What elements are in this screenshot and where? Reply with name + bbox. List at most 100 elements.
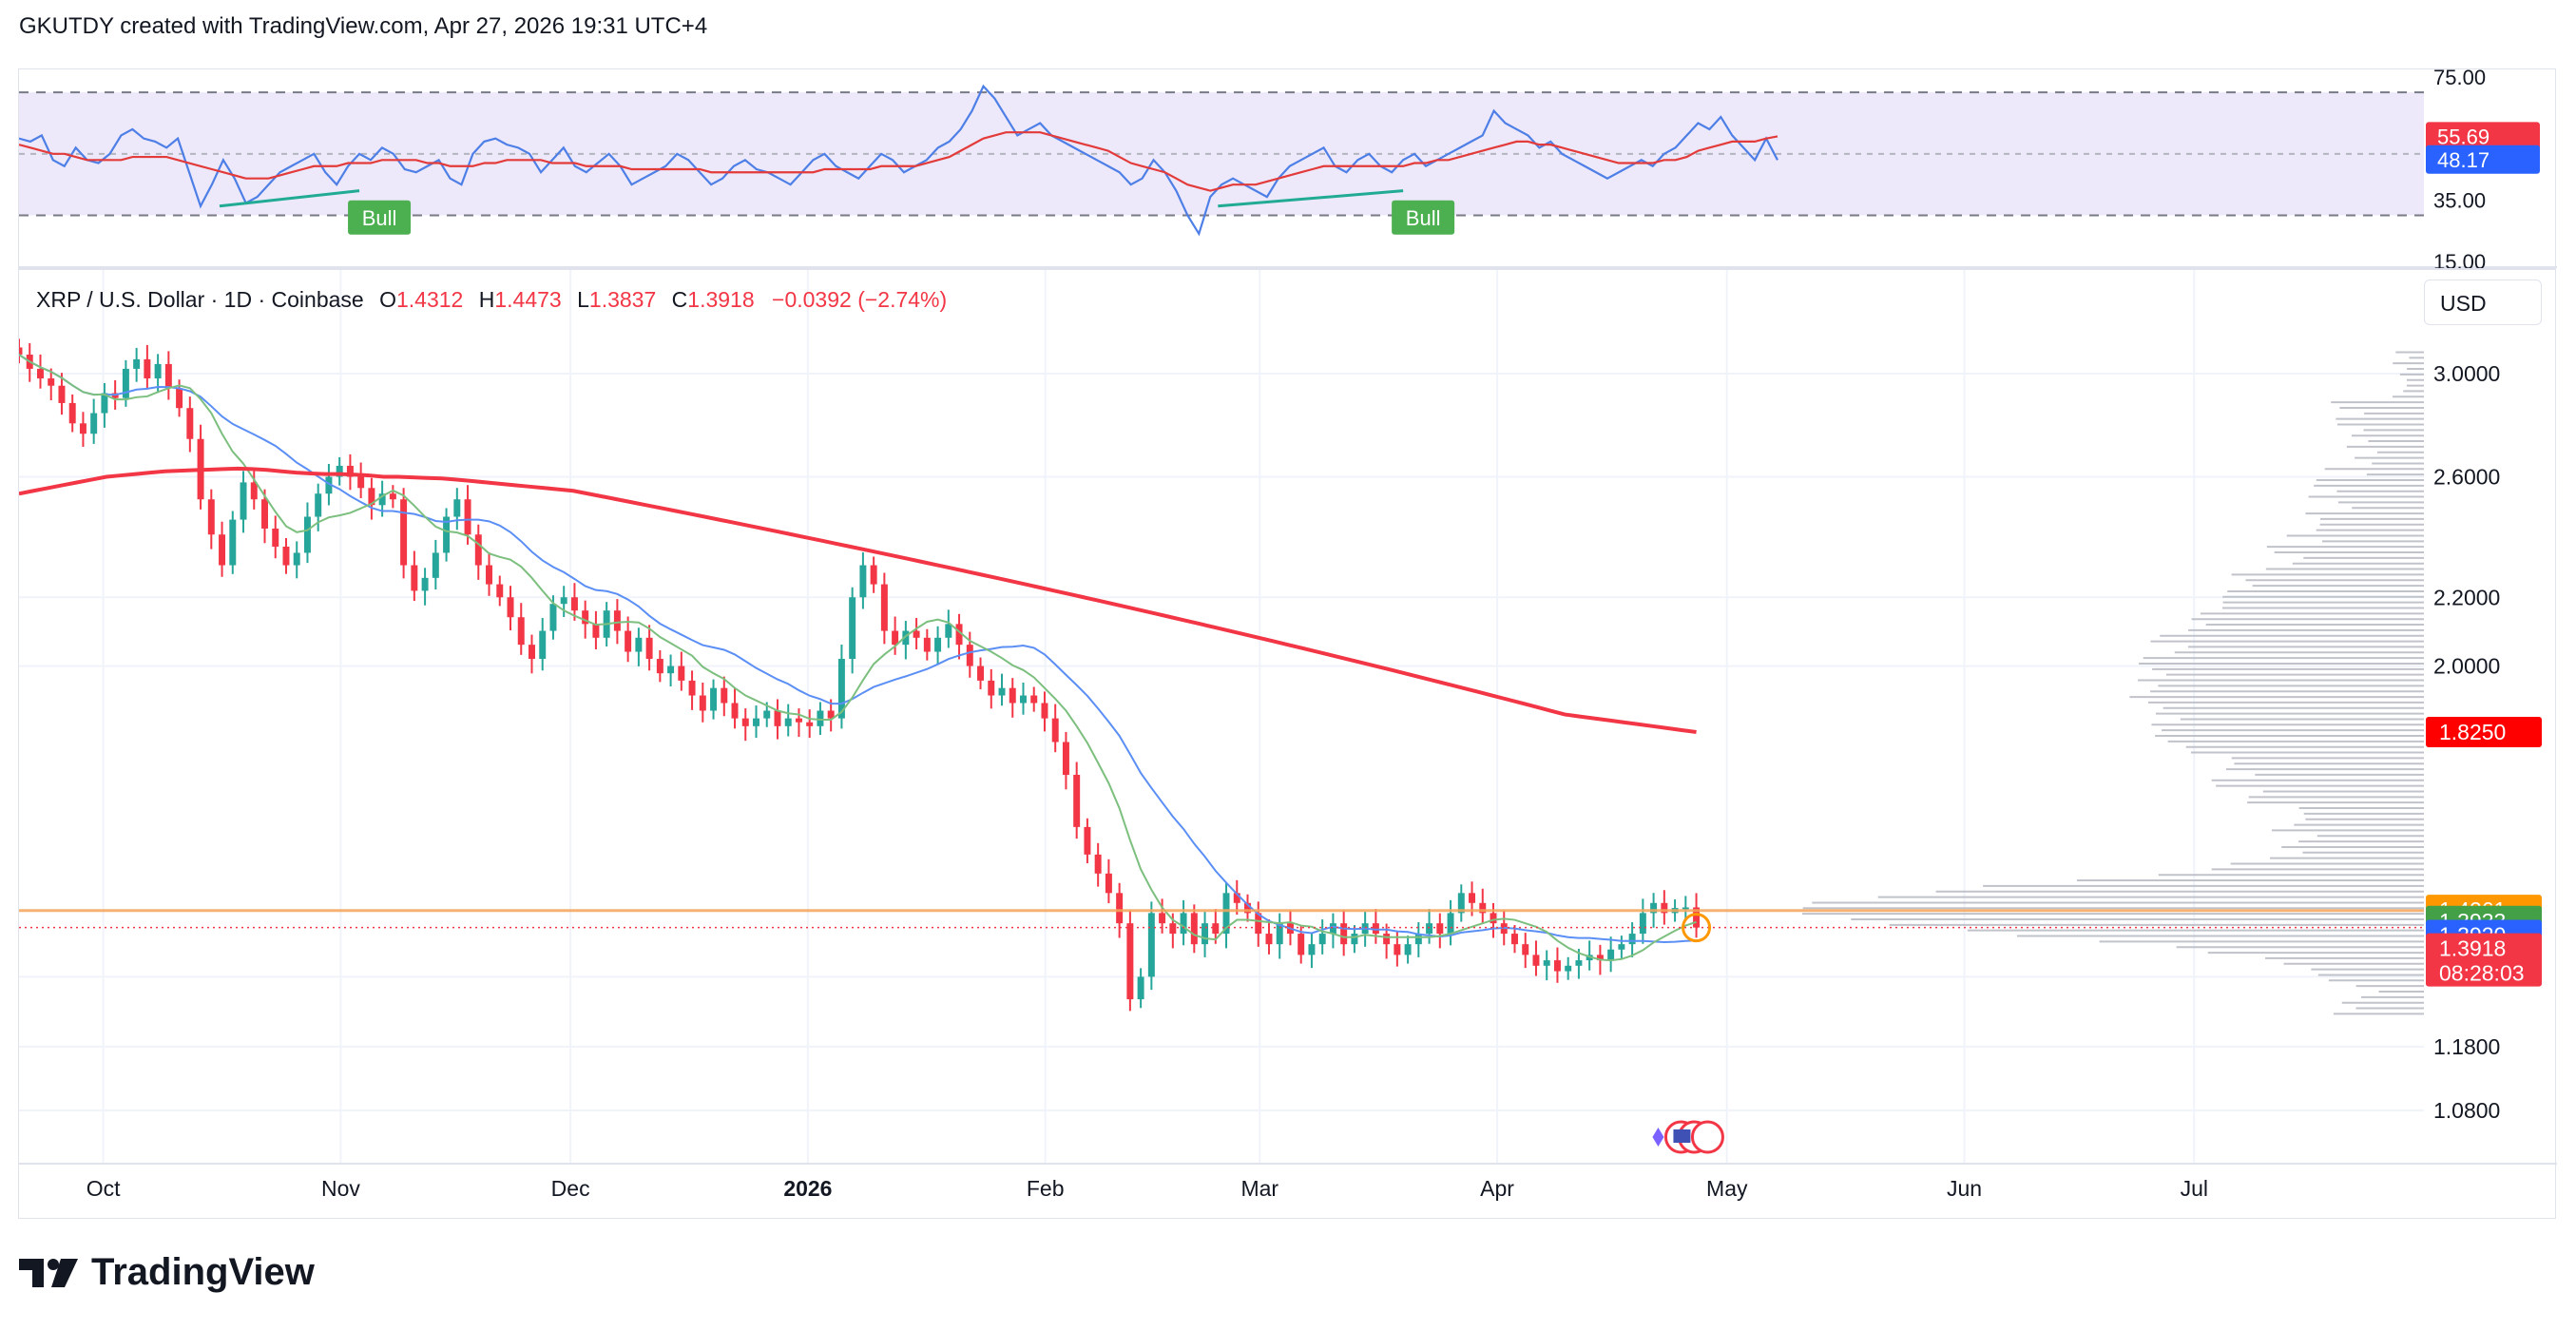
chart-attribution: GKUTDY created with TradingView.com, Apr…: [19, 13, 707, 40]
candle-body: [871, 566, 877, 585]
candle-body: [625, 631, 631, 652]
x-tick-label: Jun: [1947, 1176, 1982, 1201]
change-value: −0.0392 (−2.74%): [772, 287, 947, 312]
rsi-tick-label: 75.00: [2433, 69, 2486, 89]
candle-body: [1640, 913, 1646, 934]
candle-body: [1073, 775, 1080, 827]
candle-body: [678, 666, 684, 681]
tradingview-logo-icon: [19, 1257, 80, 1289]
open-value: 1.4312: [396, 287, 463, 312]
candle-body: [892, 631, 898, 646]
candle-body: [710, 688, 717, 711]
candle-body: [90, 414, 97, 434]
low-key: L: [577, 287, 589, 312]
candle-body: [80, 423, 87, 434]
candle-body: [251, 482, 258, 499]
candle-body: [240, 482, 247, 519]
candle-body: [1201, 923, 1208, 944]
candle-body: [69, 403, 76, 423]
candle-body: [518, 617, 525, 645]
symbol-label: XRP / U.S. Dollar · 1D · Coinbase: [36, 287, 364, 312]
candle-body: [315, 493, 321, 516]
candle-body: [689, 681, 696, 696]
close-key: C: [672, 287, 688, 312]
sparkle-icon: [1652, 1128, 1663, 1147]
candle-body: [133, 359, 140, 369]
close-value: 1.3918: [687, 287, 754, 312]
candle-body: [411, 566, 417, 591]
x-tick-label: Nov: [321, 1176, 360, 1201]
candle-body: [1394, 944, 1400, 955]
price-panel[interactable]: Oct Nov Dec 2026 Feb Mar Apr May Jun Jul 3.0000 2.6…: [18, 268, 2556, 1219]
candle-body: [165, 364, 172, 388]
candle-body: [1351, 934, 1357, 944]
candle-body: [806, 723, 813, 726]
candle-body: [977, 666, 984, 681]
candle-body: [48, 378, 54, 386]
candle-body: [1063, 743, 1069, 775]
candle-body: [19, 347, 22, 355]
candle-body: [1169, 923, 1176, 934]
candle-body: [967, 645, 973, 666]
tradingview-logo[interactable]: TradingView: [19, 1251, 315, 1294]
candle-body: [475, 534, 482, 565]
candle-body: [1041, 703, 1048, 718]
candle-body: [1522, 944, 1528, 955]
us-flag-icon: [1673, 1129, 1690, 1143]
candle-body: [1618, 944, 1624, 950]
candle-body: [913, 631, 920, 638]
candle-body: [1383, 934, 1390, 944]
rsi-panel[interactable]: Bull Bull 75.00 35.00 15.00 55.69 48.17: [18, 68, 2556, 268]
price-tag-label: 1.3918: [2439, 936, 2506, 961]
candle-body: [1191, 913, 1198, 944]
y-tick-label: 3.0000: [2433, 361, 2500, 386]
candle-body: [58, 386, 65, 403]
candle-body: [592, 624, 599, 637]
candle-body: [539, 631, 546, 659]
candle-body: [934, 638, 941, 652]
candle-body: [176, 388, 183, 408]
x-tick-label: Mar: [1240, 1176, 1278, 1201]
candle-body: [186, 408, 193, 439]
candle-body: [817, 711, 823, 726]
candle-body: [753, 719, 759, 726]
candle-body: [486, 566, 492, 585]
candle-body: [304, 517, 311, 553]
price-chart: Oct Nov Dec 2026 Feb Mar Apr May Jun Jul3.00002.6…: [19, 270, 2557, 1221]
candle-body: [1052, 719, 1059, 743]
candle-body: [1084, 827, 1090, 855]
candle-body: [732, 703, 739, 718]
candle-body: [529, 645, 535, 659]
candle-body: [924, 638, 931, 652]
candle-body: [261, 499, 268, 529]
candle-body: [453, 499, 460, 516]
candle-body: [1138, 976, 1144, 999]
bull-label: Bull: [1406, 206, 1441, 230]
candle-body: [646, 638, 653, 659]
candle-body: [144, 359, 150, 378]
candle-body: [390, 493, 396, 499]
x-tick-label: Jul: [2181, 1176, 2208, 1201]
candle-body: [1490, 913, 1497, 923]
candle-body: [1340, 923, 1347, 944]
rsi-price-tag-label: 48.17: [2437, 148, 2489, 172]
candle-body: [1575, 960, 1582, 966]
candle-body: [571, 597, 578, 610]
rsi-price-tag-label: 55.69: [2437, 125, 2489, 148]
candle-body: [282, 547, 289, 566]
candle-body: [1629, 934, 1636, 944]
ohlc-legend: XRP / U.S. Dollar · 1D · Coinbase O1.431…: [36, 287, 947, 313]
y-tick-label: 1.0800: [2433, 1098, 2500, 1123]
candle-body: [1126, 923, 1133, 999]
candle-body: [561, 597, 567, 604]
candle-body: [400, 499, 407, 565]
x-tick-label: Oct: [87, 1176, 121, 1201]
candle-body: [422, 578, 429, 591]
candle-body: [1030, 696, 1037, 704]
currency-button[interactable]: USD: [2424, 280, 2542, 325]
low-value: 1.3837: [589, 287, 656, 312]
candle-body: [1148, 913, 1155, 976]
high-key: H: [479, 287, 495, 312]
candle-body: [1095, 855, 1102, 874]
rsi-tick-label: 15.00: [2433, 250, 2486, 269]
